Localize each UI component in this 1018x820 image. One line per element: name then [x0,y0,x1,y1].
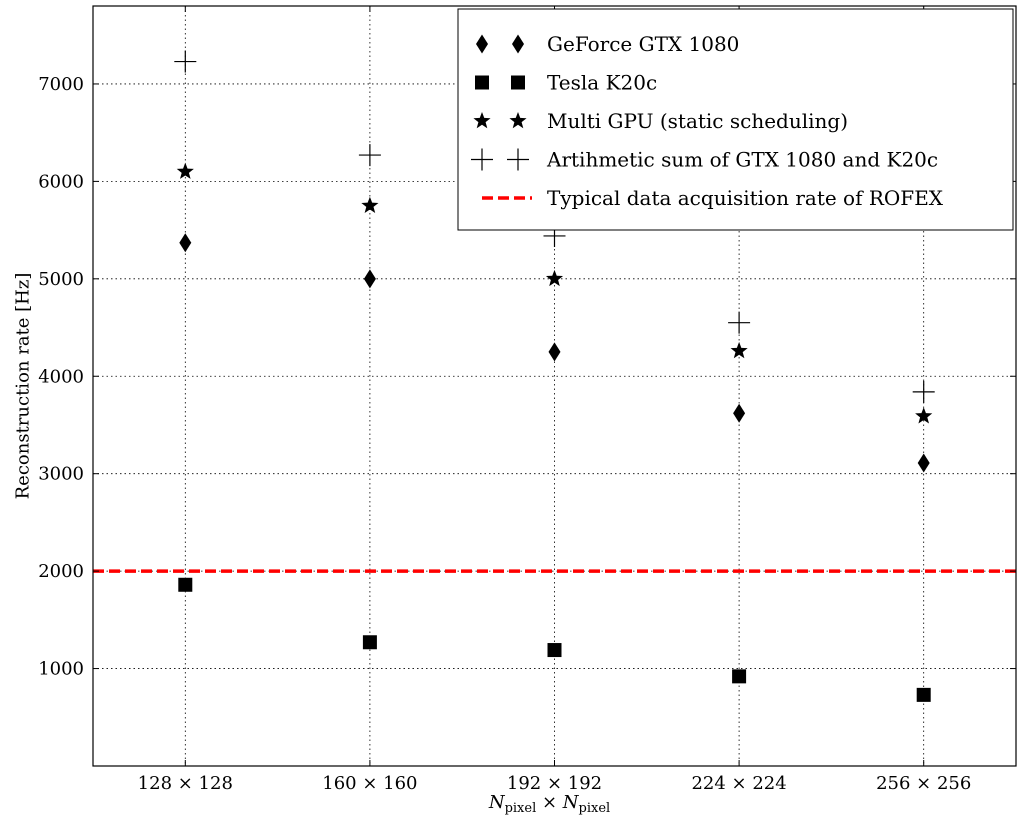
x-axis-label-sub2: pixel [579,801,611,816]
data-point-star [361,196,379,214]
data-point-square [362,635,377,650]
x-tick-label: 224 × 224 [691,773,786,794]
data-point-star [730,341,748,359]
x-tick-label: 256 × 256 [876,773,971,794]
data-point-plus [912,380,935,403]
legend-marker-plus [507,148,529,171]
data-point-square [178,577,193,592]
x-axis-label-n2: N [562,792,580,813]
data-point-diamond [917,453,930,473]
y-tick-label: 3000 [38,464,84,485]
legend-marker-square [475,75,489,90]
data-point-diamond [733,403,746,423]
data-point-diamond [548,342,561,362]
y-tick-label: 7000 [38,74,84,95]
legend-marker-star [509,112,527,129]
legend-marker-square [511,75,525,90]
x-axis-label: Npixel × Npixel [488,792,610,816]
data-point-star [545,269,564,287]
legend-marker-diamond [476,34,488,54]
data-point-plus [728,311,751,334]
legend-label: Multi GPU (static scheduling) [547,109,848,133]
legend-marker-plus [471,148,493,171]
legend-label: Tesla K20c [547,71,657,95]
data-point-plus [358,144,381,167]
y-tick-label: 6000 [38,171,84,192]
legend-label: GeForce GTX 1080 [547,32,739,56]
data-point-diamond [179,233,192,253]
x-tick-label: 192 × 192 [507,773,602,794]
axis-ticks: 128 × 128 160 × 160 192 × 192 224 × 224 256 … [38,6,1016,794]
legend-label: Typical data acquisition rate of ROFEX [547,186,944,210]
x-axis-label-sub1: pixel [505,801,537,816]
x-axis-label-n1: N [488,792,506,813]
y-tick-label: 2000 [38,561,84,582]
data-point-square [547,643,562,658]
legend-label: Artihmetic sum of GTX 1080 and K20c [546,148,938,172]
legend-marker-star [473,112,491,129]
legend-marker-diamond [512,34,524,54]
legend-box [457,8,1014,231]
data-point-star [176,162,194,179]
data-point-star [915,407,933,424]
y-tick-label: 4000 [38,366,84,387]
data-point-square [916,687,931,702]
x-tick-label: 128 × 128 [138,773,233,794]
data-point-square [732,669,747,684]
y-tick-label: 1000 [38,659,84,680]
data-point-diamond [363,269,376,289]
y-axis-label: Reconstruction rate [Hz] [12,273,33,500]
data-point-plus [174,50,197,73]
y-tick-label: 5000 [38,269,84,290]
data-marks [174,50,935,702]
x-axis-label-times: × [536,792,563,813]
x-tick-label: 160 × 160 [322,773,417,794]
legend: GeForce GTX 1080 Tesla K20c Multi GPU (sta… [457,8,1014,231]
